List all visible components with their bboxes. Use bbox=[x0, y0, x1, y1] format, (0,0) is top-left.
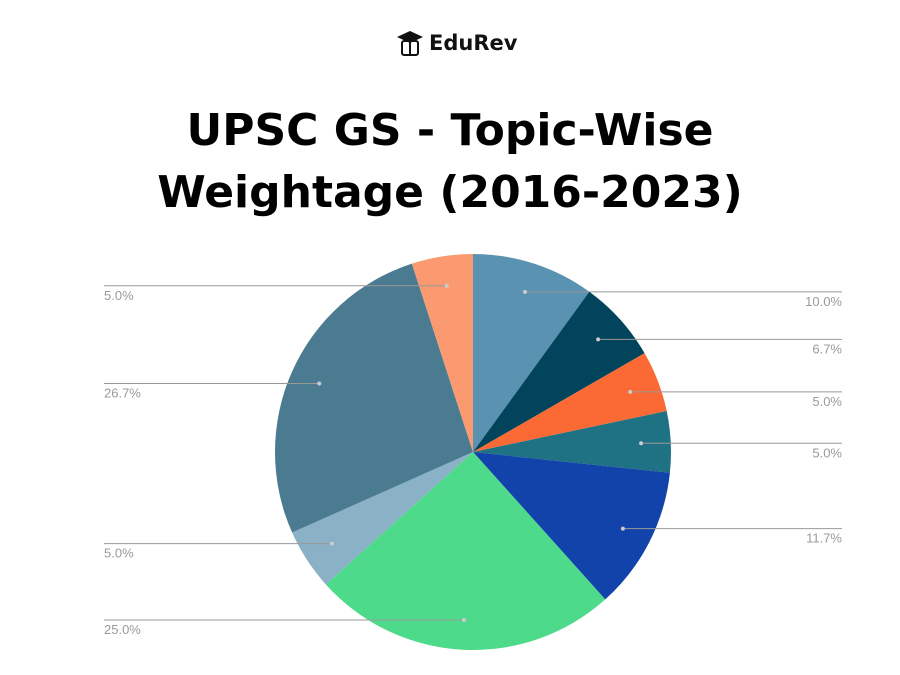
pie-slice bbox=[473, 452, 670, 600]
leader-dot bbox=[620, 526, 625, 531]
leader-dot bbox=[329, 541, 334, 546]
pie-slice bbox=[473, 353, 667, 452]
value-label: 25.0% bbox=[104, 622, 141, 637]
value-label: 26.7% bbox=[104, 386, 141, 401]
pie-slice bbox=[411, 254, 473, 452]
value-label: 5.0% bbox=[104, 546, 134, 561]
logo: EduRev bbox=[395, 28, 517, 58]
pie-slice bbox=[325, 452, 606, 650]
value-label: 6.7% bbox=[812, 341, 842, 356]
leader-dot bbox=[462, 618, 467, 623]
pie-slice bbox=[275, 263, 473, 533]
pie-slice bbox=[292, 452, 473, 585]
leader-dot bbox=[596, 337, 601, 342]
pie-slice bbox=[473, 410, 671, 473]
value-label: 5.0% bbox=[812, 394, 842, 409]
leader-dot bbox=[522, 289, 527, 294]
value-label: 11.7% bbox=[806, 531, 842, 546]
chart-title: UPSC GS - Topic-Wise Weightage (2016-202… bbox=[157, 105, 743, 218]
logo-text: EduRev bbox=[429, 31, 518, 55]
leader-dot bbox=[639, 441, 644, 446]
pie-slice bbox=[473, 254, 590, 452]
pie-slice bbox=[473, 291, 645, 452]
value-label: 5.0% bbox=[812, 445, 842, 460]
value-label: 10.0% bbox=[805, 294, 842, 309]
leader-dot bbox=[444, 283, 449, 288]
leader-dot bbox=[628, 389, 633, 394]
value-label: 5.0% bbox=[104, 288, 134, 303]
leader-dot bbox=[317, 381, 322, 386]
logo-icon bbox=[397, 31, 423, 56]
